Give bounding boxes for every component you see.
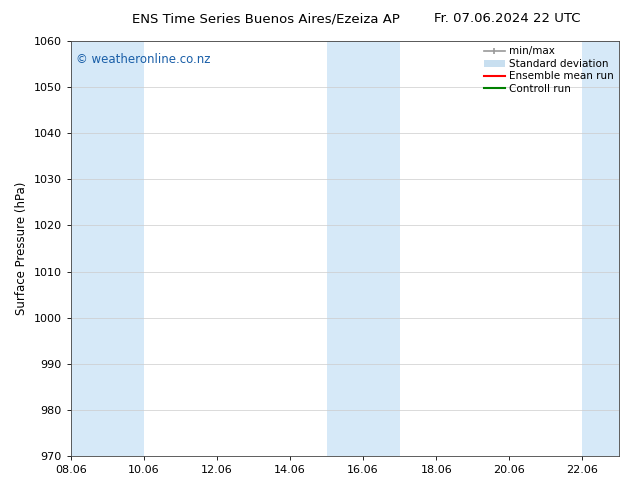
Bar bbox=[327, 41, 399, 456]
Bar bbox=[583, 41, 634, 456]
Bar bbox=[71, 41, 144, 456]
Y-axis label: Surface Pressure (hPa): Surface Pressure (hPa) bbox=[15, 182, 28, 315]
Text: © weatheronline.co.nz: © weatheronline.co.nz bbox=[76, 53, 210, 67]
Text: Fr. 07.06.2024 22 UTC: Fr. 07.06.2024 22 UTC bbox=[434, 12, 581, 25]
Text: ENS Time Series Buenos Aires/Ezeiza AP: ENS Time Series Buenos Aires/Ezeiza AP bbox=[133, 12, 400, 25]
Legend: min/max, Standard deviation, Ensemble mean run, Controll run: min/max, Standard deviation, Ensemble me… bbox=[481, 43, 617, 97]
